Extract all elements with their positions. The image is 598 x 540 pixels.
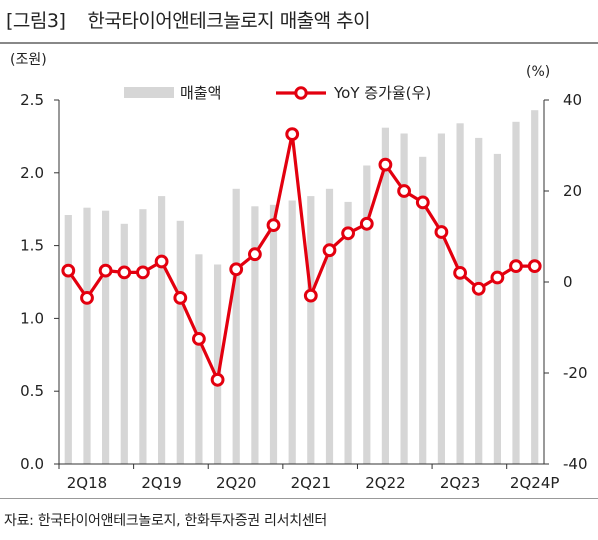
x-tick-label: 2Q21 — [291, 474, 331, 492]
revenue-bar — [288, 200, 296, 464]
yoy-point — [136, 265, 150, 280]
y-tick-label-left: 0.0 — [20, 455, 44, 473]
revenue-bar — [102, 210, 110, 464]
yoy-point — [303, 288, 318, 303]
revenue-bar — [251, 206, 259, 465]
yoy-point — [80, 291, 94, 305]
yoy-point — [471, 281, 486, 296]
y-tick-label-right: -20 — [563, 364, 588, 382]
legend-line-marker — [294, 86, 308, 100]
revenue-bar — [64, 215, 72, 464]
yoy-point — [266, 218, 281, 233]
revenue-bar — [232, 188, 240, 465]
revenue-chart: 0.0 0.5 1.0 1.5 2.0 2.5 -40 -20 0 20 40 2Q18 2Q19 2Q2… — [10, 52, 588, 492]
revenue-bar — [456, 123, 464, 465]
yoy-point — [527, 259, 542, 274]
revenue-bar — [83, 207, 91, 464]
tick-labels: 0.0 0.5 1.0 1.5 2.0 2.5 -40 -20 0 20 40 2Q18 2Q19 2Q2… — [20, 91, 587, 492]
revenue-bar — [139, 209, 147, 464]
yoy-point — [378, 157, 393, 172]
yoy-point — [285, 127, 300, 142]
y-tick-label-left: 1.0 — [20, 309, 44, 327]
y-tick-label-right: 20 — [563, 182, 582, 200]
legend-bar-swatch — [124, 87, 174, 98]
revenue-bar — [214, 264, 222, 464]
yoy-point — [490, 270, 505, 285]
yoy-point — [248, 247, 262, 262]
x-tick-label: 2Q18 — [67, 474, 107, 492]
revenue-bar — [158, 196, 166, 464]
yoy-points — [61, 127, 542, 387]
y-axis-label-right: (%) — [526, 64, 550, 80]
y-tick-label-left: 1.5 — [20, 237, 44, 255]
yoy-point — [397, 184, 412, 198]
revenue-bar — [381, 127, 389, 464]
legend: 매출액 YoY 증가율(우) — [124, 84, 431, 102]
yoy-point — [117, 265, 132, 280]
revenue-bar — [325, 188, 334, 465]
figure-title: 한국타이어앤테크놀로지 매출액 추이 — [87, 10, 371, 32]
figure-title-row: [그림3] 한국타이어앤테크놀로지 매출액 추이 — [6, 6, 371, 33]
yoy-point — [173, 291, 188, 305]
legend-bar-label: 매출액 — [180, 84, 221, 102]
revenue-bar — [475, 137, 483, 464]
x-tick-label: 2Q23 — [440, 474, 480, 492]
yoy-line — [66, 132, 535, 382]
yoy-point — [229, 262, 244, 277]
y-tick-label-right: 0 — [563, 273, 573, 291]
revenue-bar — [493, 153, 501, 464]
revenue-bar — [195, 254, 203, 464]
yoy-point — [154, 254, 169, 269]
yoy-point — [192, 332, 206, 346]
revenue-bar — [120, 223, 128, 464]
revenue-bar — [363, 165, 371, 464]
yoy-point — [509, 259, 523, 274]
source-note: 자료: 한국타이어앤테크놀로지, 한화투자증권 리서치센터 — [4, 513, 327, 529]
revenue-bar — [419, 156, 427, 465]
y-tick-label-right: 40 — [563, 91, 582, 109]
revenue-bar — [307, 196, 315, 464]
revenue-bar — [512, 121, 520, 465]
yoy-point — [98, 263, 113, 278]
y-tick-label-left: 2.0 — [20, 164, 44, 182]
axes — [54, 99, 549, 469]
revenue-bar — [344, 201, 352, 464]
yoy-point — [341, 226, 356, 241]
yoy-point — [359, 216, 374, 231]
yoy-point — [453, 266, 468, 280]
yoy-point — [415, 195, 430, 210]
title-rule — [0, 42, 598, 44]
y-tick-label-right: -40 — [563, 455, 588, 473]
yoy-point — [322, 243, 337, 258]
source-rule — [0, 498, 598, 499]
revenue-bar — [176, 220, 184, 464]
x-tick-label: 2Q19 — [141, 474, 181, 492]
revenue-bar — [400, 133, 408, 464]
bar-series — [64, 110, 539, 465]
yoy-point — [61, 263, 76, 278]
revenue-bar — [531, 110, 539, 464]
figure-number: [그림3] — [6, 10, 66, 32]
y-tick-label-left: 0.5 — [20, 382, 44, 400]
yoy-point — [434, 225, 449, 239]
x-tick-label: 2Q22 — [365, 474, 405, 492]
y-tick-label-left: 2.5 — [20, 91, 44, 109]
yoy-point — [210, 372, 225, 387]
revenue-bar — [269, 204, 278, 465]
x-tick-label: 2Q24P — [510, 474, 559, 492]
legend-line-label: YoY 증가율(우) — [333, 84, 431, 102]
revenue-bar — [437, 133, 445, 464]
x-tick-label: 2Q20 — [216, 474, 256, 492]
y-axis-label-left: (조원) — [10, 52, 47, 68]
